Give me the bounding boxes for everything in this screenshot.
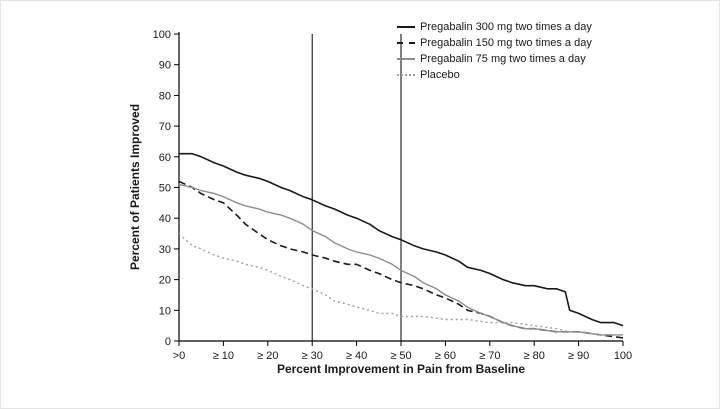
legend-line-sample-dashed-black [397,42,415,44]
x-tick-label: ≥ 80 [524,350,545,362]
x-tick-label: ≥ 50 [390,350,411,362]
y-tick-label: 30 [159,244,171,256]
legend: Pregabalin 300 mg two times a day Pregab… [397,21,592,81]
legend-label: Placebo [420,69,460,81]
legend-item-placebo: Placebo [397,69,592,81]
y-tick-label: 20 [159,275,171,287]
legend-label: Pregabalin 300 mg two times a day [420,21,592,33]
x-tick-label: ≥ 90 [568,350,589,362]
y-tick-label: 60 [159,152,171,164]
legend-line-sample-solid-gray [397,58,415,60]
legend-item-pregabalin-300: Pregabalin 300 mg two times a day [397,21,592,33]
legend-item-pregabalin-75: Pregabalin 75 mg two times a day [397,53,592,65]
y-tick-label: 40 [159,213,171,225]
y-tick-label: 80 [159,90,171,102]
y-tick-label: 10 [159,305,171,317]
x-tick-label: ≥ 20 [257,350,278,362]
y-tick-label: 70 [159,121,171,133]
y-tick-label: 50 [159,183,171,195]
x-tick-label: ≥ 40 [346,350,367,362]
y-tick-label: 0 [165,336,171,348]
legend-label: Pregabalin 75 mg two times a day [420,53,586,65]
x-tick-label: 100 [614,350,632,362]
y-tick-label: 100 [153,29,171,41]
x-tick-label: ≥ 10 [213,350,234,362]
x-tick-label: >0 [173,350,186,362]
series-line-3 [178,233,623,336]
x-axis-title: Percent Improvement in Pain from Baselin… [276,362,526,376]
x-tick-label: ≥ 60 [435,350,456,362]
x-tick-label: ≥ 70 [479,350,500,362]
series-line-2 [178,183,623,336]
legend-line-sample-solid-black [397,26,415,28]
series-line-0 [179,152,624,327]
legend-item-pregabalin-150: Pregabalin 150 mg two times a day [397,37,592,49]
y-axis-title: Percent of Patients Improved [128,103,142,271]
legend-line-sample-dotted-gray [397,74,415,76]
x-tick-label: ≥ 30 [302,350,323,362]
legend-label: Pregabalin 150 mg two times a day [420,37,592,49]
y-tick-label: 90 [159,60,171,72]
